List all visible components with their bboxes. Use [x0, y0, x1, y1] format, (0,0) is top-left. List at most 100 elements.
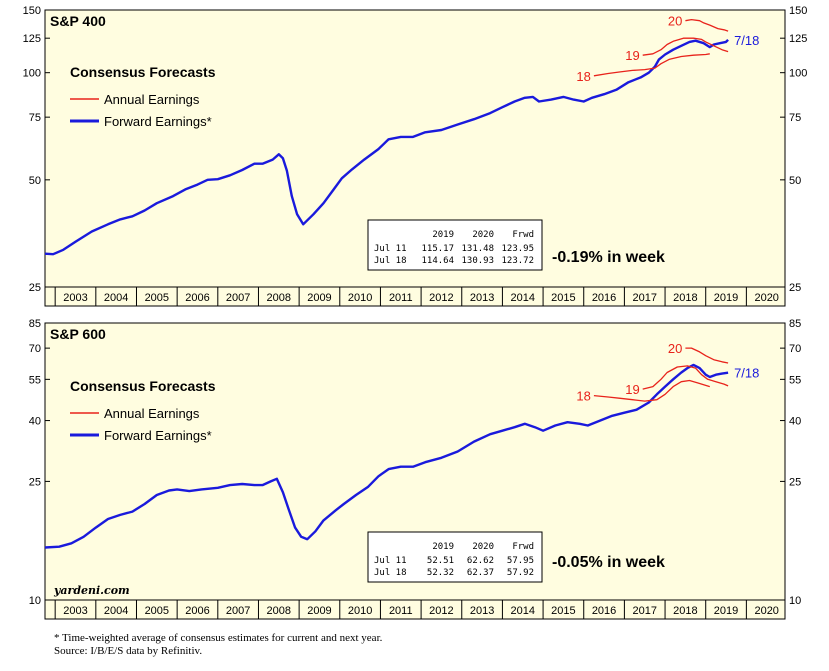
- panel-2: 10 10 25 25 40 40 55 55 70 70 85 85 2003 2004 2005 2006…: [29, 318, 801, 620]
- x-tick-label: 2006: [185, 292, 209, 304]
- x-tick-label: 2006: [185, 605, 209, 617]
- y-tick-label-left: 125: [23, 33, 41, 45]
- legend-forward-label: Forward Earnings*: [104, 114, 212, 129]
- table-cell: 62.37: [467, 568, 494, 578]
- y-tick-label-left: 55: [29, 374, 41, 386]
- x-tick-label: 2007: [226, 292, 250, 304]
- x-tick-label: 2010: [348, 605, 372, 617]
- x-tick-label: 2018: [673, 605, 697, 617]
- forward-earnings-line: [44, 38, 729, 256]
- x-tick-label: 2014: [511, 292, 535, 304]
- y-tick-label-left: 50: [29, 175, 41, 187]
- x-tick-label: 2007: [226, 605, 250, 617]
- y-tick-label-left: 150: [23, 5, 41, 17]
- x-tick-label: 2009: [307, 605, 331, 617]
- y-tick-label-left: 25: [29, 476, 41, 488]
- source-note: Source: I/B/E/S data by Refinitiv.: [54, 645, 203, 657]
- x-tick-label: 2004: [104, 292, 128, 304]
- annual-year-label: 19: [625, 382, 639, 397]
- x-tick-label: 2019: [714, 605, 738, 617]
- table-cell: 115.17: [421, 244, 454, 254]
- footnote: * Time-weighted average of consensus est…: [54, 632, 383, 644]
- legend-annual-label: Annual Earnings: [104, 406, 200, 421]
- y-tick-label-left: 40: [29, 416, 41, 428]
- x-tick-label: 2016: [592, 605, 616, 617]
- x-tick-label: 2005: [145, 292, 169, 304]
- y-tick-label-right: 55: [789, 374, 801, 386]
- annual-year-label: 18: [576, 389, 590, 404]
- annual-earnings-line-20: [685, 347, 729, 364]
- y-tick-label-right: 150: [789, 5, 807, 17]
- legend-annual-label: Annual Earnings: [104, 92, 200, 107]
- x-tick-label: 2010: [348, 292, 372, 304]
- table-cell: 123.72: [501, 256, 534, 266]
- x-tick-label: 2003: [63, 605, 87, 617]
- y-tick-label-left: 75: [29, 112, 41, 124]
- x-tick-label: 2009: [307, 292, 331, 304]
- table-row-date: Jul 11: [374, 244, 407, 254]
- x-tick-label: 2017: [632, 605, 656, 617]
- x-tick-label: 2013: [470, 605, 494, 617]
- x-tick-label: 2019: [714, 292, 738, 304]
- y-tick-label-left: 85: [29, 318, 41, 330]
- x-tick-label: 2003: [63, 292, 87, 304]
- table-cell: 62.62: [467, 556, 494, 566]
- table-header: 2019: [432, 230, 454, 240]
- table-header: 2020: [472, 230, 494, 240]
- table-row-date: Jul 18: [374, 568, 407, 578]
- y-tick-label-left: 25: [29, 282, 41, 294]
- end-date-label: 7/18: [734, 366, 759, 381]
- y-tick-label-right: 70: [789, 343, 801, 355]
- x-tick-label: 2013: [470, 292, 494, 304]
- x-tick-label: 2015: [551, 605, 575, 617]
- annual-year-label: 19: [625, 48, 639, 63]
- y-tick-label-right: 25: [789, 282, 801, 294]
- annual-year-label: 20: [668, 341, 682, 356]
- x-tick-label: 2017: [632, 292, 656, 304]
- table-cell: 130.93: [461, 256, 494, 266]
- y-tick-label-right: 100: [789, 68, 807, 80]
- panel-title: S&P 400: [50, 13, 106, 29]
- legend-heading: Consensus Forecasts: [70, 378, 216, 394]
- legend-forward-label: Forward Earnings*: [104, 428, 212, 443]
- annual-year-label: 18: [576, 69, 590, 84]
- x-tick-label: 2008: [267, 292, 291, 304]
- y-tick-label-left: 10: [29, 595, 41, 607]
- x-tick-label: 2008: [267, 605, 291, 617]
- week-change-note: -0.05% in week: [552, 554, 665, 571]
- x-tick-label: 2005: [145, 605, 169, 617]
- x-tick-label: 2004: [104, 605, 128, 617]
- forecast-table: 2019 2020 Frwd Jul 11 115.17 131.48 123.95 Jul …: [367, 219, 543, 271]
- x-tick-label: 2020: [754, 605, 778, 617]
- week-change-note: -0.19% in week: [552, 249, 665, 266]
- table-header: Frwd: [512, 542, 534, 552]
- panel-title: S&P 600: [50, 326, 106, 342]
- table-cell: 57.95: [507, 556, 534, 566]
- panel-1: 25 25 50 50 75 75 100 100 125 125 150 150 2003 2004 20…: [23, 5, 807, 307]
- x-tick-label: 2012: [429, 605, 453, 617]
- x-tick-label: 2016: [592, 292, 616, 304]
- annual-year-label: 20: [668, 14, 682, 29]
- annual-earnings-line-18: [593, 379, 710, 402]
- x-tick-label: 2014: [511, 605, 535, 617]
- annual-earnings-line-19: [642, 37, 729, 56]
- table-header: 2020: [472, 542, 494, 552]
- y-tick-label-right: 50: [789, 175, 801, 187]
- y-tick-label-right: 10: [789, 595, 801, 607]
- table-cell: 123.95: [501, 244, 534, 254]
- annual-earnings-line-18: [593, 53, 710, 77]
- table-cell: 114.64: [421, 256, 454, 266]
- y-tick-label-right: 125: [789, 33, 807, 45]
- x-tick-label: 2018: [673, 292, 697, 304]
- end-date-label: 7/18: [734, 33, 759, 48]
- x-tick-label: 2020: [754, 292, 778, 304]
- table-row-date: Jul 18: [374, 256, 407, 266]
- forward-earnings-line: [44, 363, 729, 549]
- table-cell: 52.51: [427, 556, 454, 566]
- annual-earnings-line-20: [685, 18, 729, 32]
- y-tick-label-right: 85: [789, 318, 801, 330]
- annual-earnings-line-19: [642, 365, 729, 390]
- yardeni-brand: yardeni.com: [53, 584, 130, 597]
- table-cell: 57.92: [507, 568, 534, 578]
